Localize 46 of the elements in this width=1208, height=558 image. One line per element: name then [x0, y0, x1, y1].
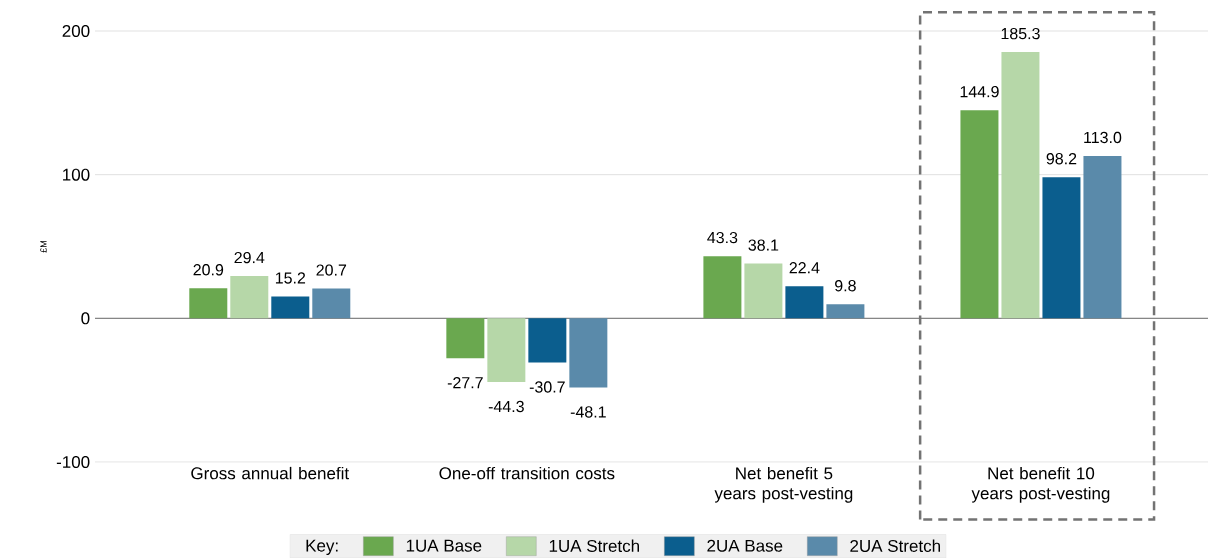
bar: [1001, 52, 1040, 319]
bar: [230, 276, 269, 319]
y-tick-label: 200: [62, 24, 90, 38]
data-label: -48.1: [570, 406, 606, 418]
bar: [528, 318, 567, 363]
bar: [826, 304, 865, 319]
y-tick-label: 0: [81, 312, 90, 325]
bar: [487, 318, 526, 382]
bar: [960, 110, 999, 319]
data-label: 113.0: [1084, 131, 1122, 144]
data-label: 43.3: [707, 231, 738, 244]
bar: [785, 286, 824, 319]
legend-label: 2UA Stretch: [850, 539, 940, 552]
data-label: -27.7: [447, 377, 483, 389]
data-label: 185.3: [1001, 27, 1040, 40]
data-label: 29.4: [234, 251, 265, 264]
bar: [744, 263, 783, 319]
bar: [271, 296, 310, 319]
y-tick-label: 100: [63, 168, 90, 181]
bar: [1083, 155, 1122, 319]
bar: [446, 318, 485, 359]
bar: [569, 318, 608, 388]
data-label: 38.1: [748, 239, 779, 251]
x-tick-label: Gross annual benefit: [191, 466, 350, 480]
x-tick-label: One-off transition costs: [439, 466, 615, 480]
legend-label: 1UA Base: [406, 539, 482, 552]
legend-label: 1UA Stretch: [549, 539, 639, 552]
data-label: 144.9: [960, 85, 999, 98]
bar: [189, 288, 228, 319]
legend-label: 2UA Base: [707, 539, 783, 552]
legend-title: Key:: [306, 539, 338, 556]
x-tick-label: Net benefit 5 years post-vesting: [714, 466, 853, 503]
data-label: 98.2: [1046, 153, 1077, 165]
data-label: 22.4: [789, 262, 820, 274]
data-label: -30.7: [529, 381, 565, 393]
data-label: 9.8: [835, 280, 856, 292]
y-tick-label: -100: [56, 455, 90, 469]
data-label: 20.9: [193, 264, 224, 276]
data-label: 15.2: [275, 272, 306, 284]
bar: [703, 256, 742, 319]
y-axis-title: £M: [40, 240, 47, 253]
data-label: -44.3: [488, 400, 524, 413]
bar: [312, 288, 351, 319]
x-tick-label: Net benefit 10 years post-vesting: [971, 466, 1110, 503]
data-label: 20.7: [316, 264, 347, 276]
bar: [1042, 177, 1081, 319]
